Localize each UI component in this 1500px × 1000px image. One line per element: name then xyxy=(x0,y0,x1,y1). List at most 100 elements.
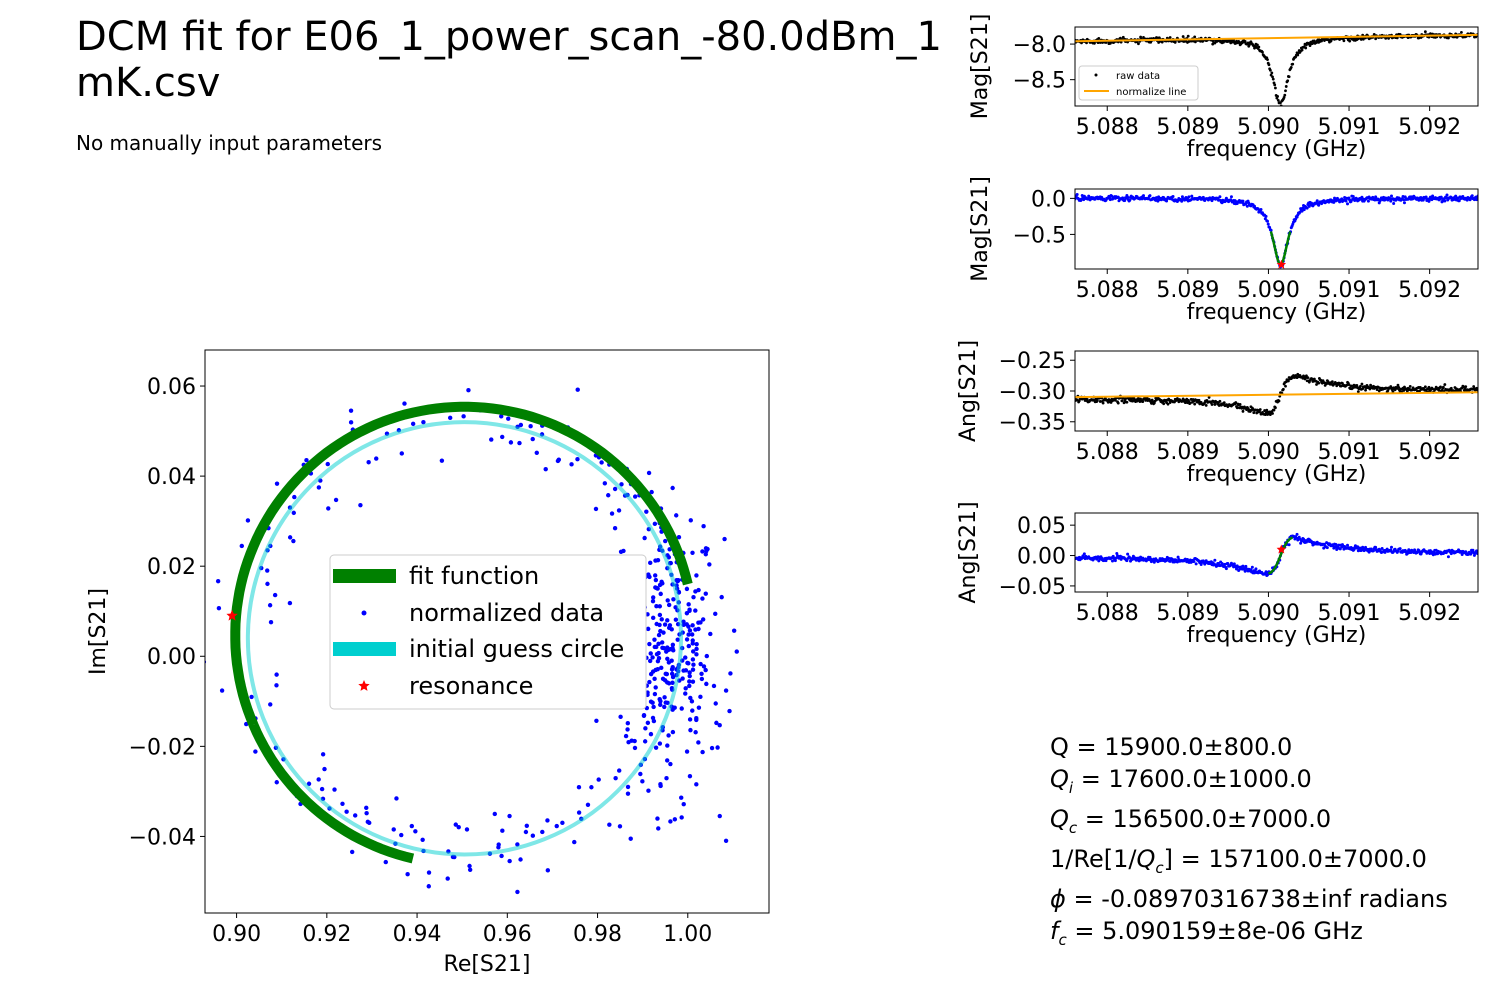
raw-point xyxy=(1359,384,1362,388)
normalized-point xyxy=(391,827,396,832)
fit-parameters: Q = 15900.0±800.0 Qi = 17600.0±1000.0 Qc… xyxy=(1050,732,1448,956)
normalized-point xyxy=(1250,565,1254,569)
normalized-point xyxy=(1445,193,1449,197)
raw-point xyxy=(1263,409,1267,412)
legend-entry: raw data xyxy=(1116,71,1160,82)
normalized-point xyxy=(1389,194,1393,198)
normalized-point xyxy=(1115,552,1119,556)
raw-point xyxy=(1193,35,1197,39)
raw-point xyxy=(1075,398,1079,402)
normalized-point xyxy=(653,685,658,690)
raw-point xyxy=(1268,68,1272,72)
normalized-point xyxy=(426,884,431,889)
raw-point xyxy=(1282,96,1286,99)
plot-area-ang_raw xyxy=(1075,372,1478,417)
figure-subtitle: No manually input parameters xyxy=(76,131,383,155)
x-tick-label: 5.088 xyxy=(1076,115,1139,140)
normalized-point xyxy=(466,388,471,393)
normalized-point xyxy=(1315,199,1319,203)
normalized-point xyxy=(1176,555,1180,559)
y-axis-label: Mag[S21] xyxy=(968,176,993,282)
normalized-point xyxy=(340,801,345,806)
normalized-point xyxy=(699,676,705,682)
raw-point xyxy=(1360,382,1364,386)
normalized-point xyxy=(506,416,511,421)
normalized-point xyxy=(670,485,675,491)
normalized-point xyxy=(708,631,713,637)
normalized-point xyxy=(655,557,661,563)
y-tick-label: 0.00 xyxy=(1017,544,1066,569)
legend: fit function normalized data initial guess… xyxy=(329,554,647,710)
normalized-point xyxy=(690,667,696,672)
normalized-point xyxy=(700,549,705,554)
raw-point xyxy=(1284,384,1287,388)
raw-point xyxy=(1439,385,1442,389)
raw-point xyxy=(1427,385,1431,389)
normalized-point xyxy=(700,749,705,755)
normalized-point xyxy=(1325,546,1329,550)
normalized-point xyxy=(1475,549,1478,553)
raw-point xyxy=(1304,46,1308,50)
normalized-point xyxy=(215,578,221,584)
normalized-point xyxy=(655,816,660,821)
raw-point xyxy=(1265,408,1269,412)
normalized-point xyxy=(268,702,273,707)
x-axis-label: frequency (GHz) xyxy=(1187,137,1367,162)
normalized-point xyxy=(1171,194,1175,198)
normalized-point xyxy=(508,440,514,445)
normalized-point xyxy=(364,805,369,811)
normalized-point xyxy=(668,819,673,824)
raw-point xyxy=(1197,398,1201,402)
normalized-point xyxy=(642,739,648,744)
normalized-point xyxy=(1299,541,1303,545)
normalized-point xyxy=(1128,198,1132,202)
normalized-point xyxy=(651,704,656,710)
normalized-point xyxy=(665,743,670,748)
normalized-point xyxy=(670,729,676,735)
normalized-point xyxy=(667,623,673,628)
y-tick-label: 0.04 xyxy=(147,465,196,490)
raw-point xyxy=(1085,41,1088,45)
normalized-point xyxy=(1266,222,1270,226)
normalized-point xyxy=(545,868,551,873)
raw-point xyxy=(1258,408,1262,411)
raw-point xyxy=(1347,383,1351,387)
normalized-point xyxy=(1126,195,1130,199)
x-tick-label: 5.088 xyxy=(1076,601,1139,626)
param-phi: ϕ = -0.08970316738±inf radians xyxy=(1050,885,1448,914)
legend-box xyxy=(329,554,647,710)
x-tick-label: 1.00 xyxy=(663,922,712,947)
raw-point xyxy=(1085,398,1089,401)
y-tick-label: −0.35 xyxy=(999,411,1066,436)
legend-raw-swatch xyxy=(1094,73,1098,77)
normalized-point xyxy=(645,720,651,726)
normalized-point xyxy=(410,421,416,427)
normalized-point xyxy=(613,775,618,781)
normalized-point xyxy=(291,538,296,544)
x-axis-label: frequency (GHz) xyxy=(1187,300,1367,325)
normalized-point xyxy=(1439,195,1443,199)
normalized-point xyxy=(681,802,686,807)
raw-point xyxy=(1213,403,1217,406)
normalized-point xyxy=(703,591,708,596)
normalized-point xyxy=(1346,543,1350,547)
raw-point xyxy=(1210,403,1214,406)
x-tick-label: 5.092 xyxy=(1398,440,1461,465)
normalized-point xyxy=(528,424,533,429)
raw-point xyxy=(1387,36,1391,40)
normalized-point xyxy=(711,683,717,689)
raw-point xyxy=(1441,385,1445,389)
x-tick-label: 5.091 xyxy=(1318,278,1381,303)
raw-point xyxy=(1284,85,1288,88)
normalized-point xyxy=(439,458,445,463)
normalized-point xyxy=(652,637,657,642)
param-fc: fc = 5.090159±8e-06 GHz xyxy=(1050,916,1363,949)
raw-point xyxy=(1141,400,1145,404)
normalized-point xyxy=(644,509,649,514)
axes-frame xyxy=(1074,512,1479,593)
x-tick-label: 5.092 xyxy=(1398,601,1461,626)
normalized-point xyxy=(700,596,705,601)
normalized-point xyxy=(1424,195,1428,199)
raw-point xyxy=(1396,383,1400,387)
figure-title: DCM fit for E06_1_power_scan_-80.0dBm_1 … xyxy=(76,14,942,106)
